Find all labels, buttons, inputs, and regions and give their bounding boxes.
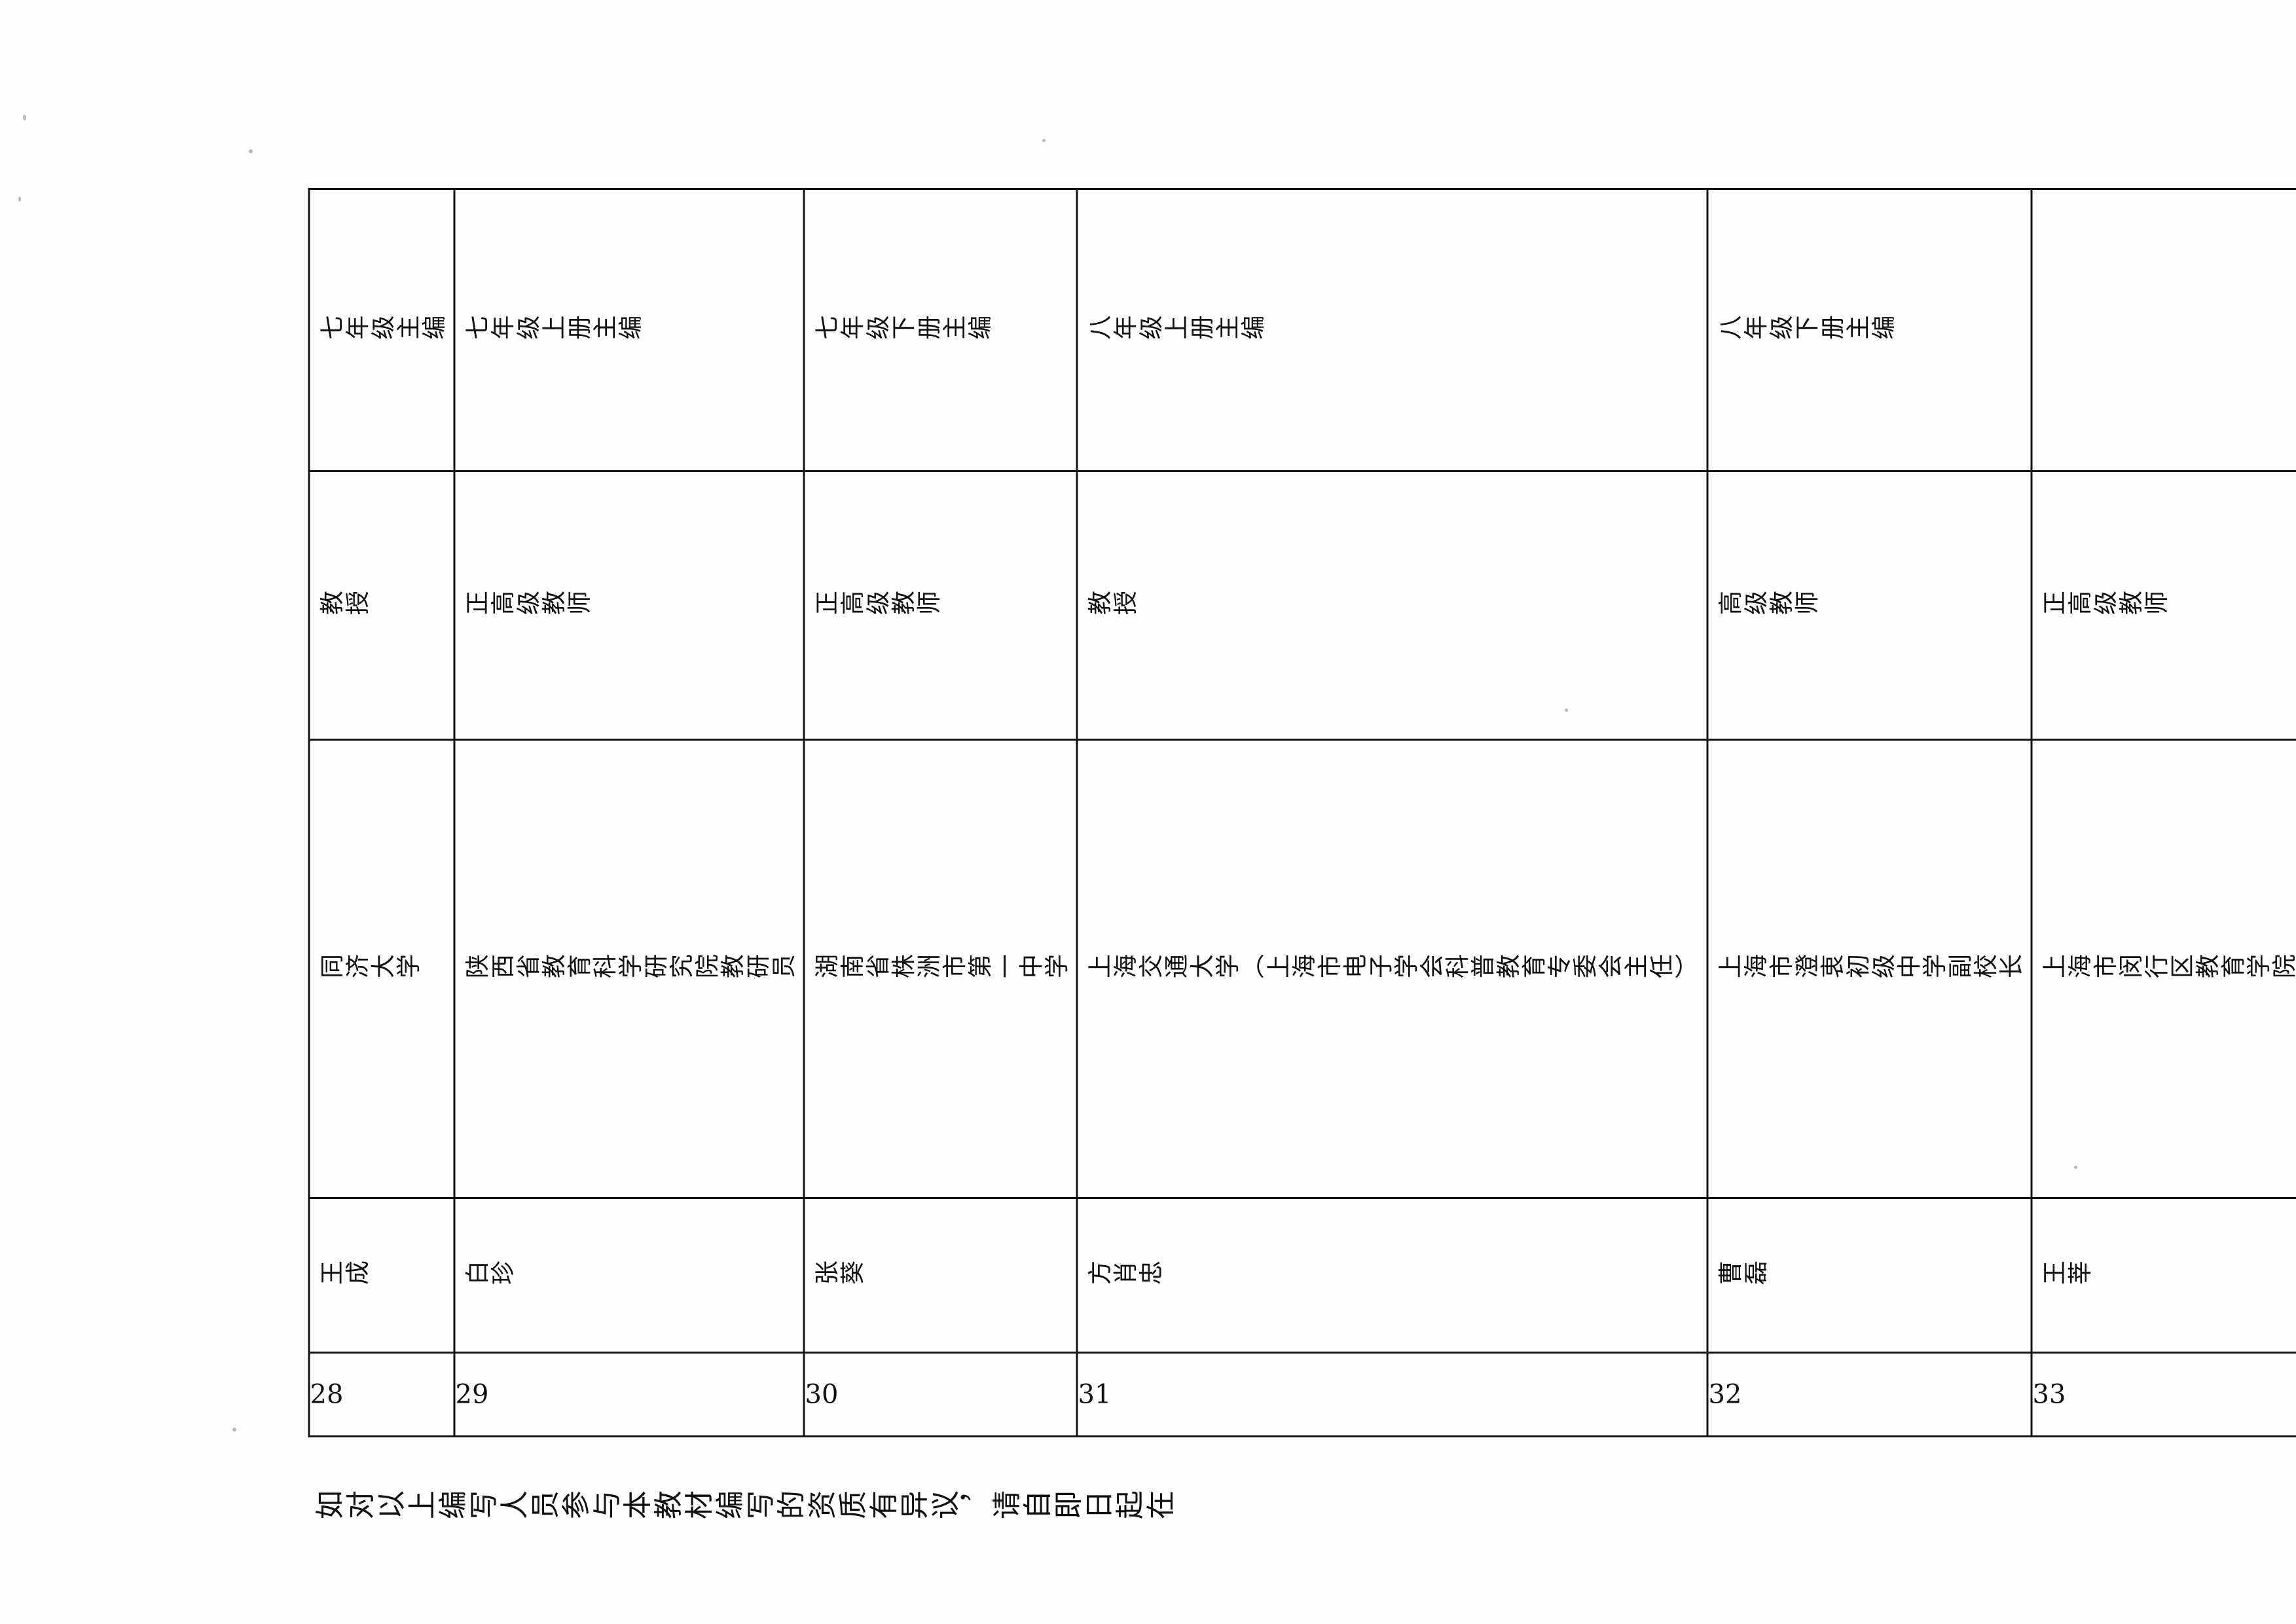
scan-speck <box>1565 709 1568 712</box>
scan-speck <box>232 1428 236 1431</box>
cell-name: 张葵 <box>803 1198 1077 1353</box>
cell-org: 陕西省教育科学研究院教研员 <box>454 739 804 1198</box>
cell-no: 30 <box>803 1352 1077 1437</box>
person-name: 王成 <box>319 1261 370 1289</box>
organization: 陕西省教育科学研究院教研员 <box>464 954 796 983</box>
person-name: 方肖忠 <box>1087 1261 1163 1289</box>
cell-name: 王莘 <box>2031 1198 2296 1353</box>
cell-org: 上海市澄衷初级中学副校长 <box>1707 739 2032 1198</box>
job-title: 正高级教师 <box>814 591 941 619</box>
scan-speck <box>249 149 253 153</box>
job-title: 教授 <box>1087 591 1138 619</box>
person-name: 王莘 <box>2041 1261 2092 1289</box>
scan-speck <box>23 115 26 120</box>
organization: 上海交通大学（上海市电子学会科普教育专委会主任） <box>1087 954 1700 983</box>
cell-org: 上海市闵行区教育学院教研员 <box>2031 739 2296 1198</box>
editor-roster-table: 28 王成 同济大学 教授 七年级主编 29 白珍 陕西省教育科学研究院教研员 … <box>308 188 2296 1437</box>
cell-no: 29 <box>454 1352 804 1437</box>
table-row: 33 王莘 上海市闵行区教育学院教研员 正高级教师 <box>2031 189 2296 1437</box>
organization: 上海市闵行区教育学院教研员 <box>2041 954 2296 983</box>
job-title: 教授 <box>319 591 370 619</box>
row-number: 28 <box>310 1379 343 1410</box>
cell-title: 正高级教师 <box>803 471 1077 740</box>
cell-role: 八年级上册主编 <box>1076 189 1707 471</box>
table-row: 28 王成 同济大学 教授 七年级主编 <box>308 189 454 1437</box>
job-title: 正高级教师 <box>464 591 592 619</box>
cell-title: 高级教师 <box>1707 471 2032 740</box>
cell-role: 七年级上册主编 <box>454 189 804 471</box>
person-name: 张葵 <box>814 1261 865 1289</box>
organization: 上海市澄衷初级中学副校长 <box>1717 954 2024 983</box>
cell-no: 33 <box>2031 1352 2296 1437</box>
table-row: 31 方肖忠 上海交通大学（上海市电子学会科普教育专委会主任） 教授 八年级上册… <box>1076 189 1707 1437</box>
cell-no: 28 <box>308 1352 454 1437</box>
cell-no: 32 <box>1707 1352 2032 1437</box>
cell-name: 白珍 <box>454 1198 804 1353</box>
cell-title: 正高级教师 <box>2031 471 2296 740</box>
footer-note-text: 如对以上编写人员参与本教材编写的资质有异议，请自即日起在 <box>314 1491 1176 1524</box>
cell-no: 31 <box>1076 1352 1707 1437</box>
footer-note: 如对以上编写人员参与本教材编写的资质有异议，请自即日起在 <box>314 1490 1624 1526</box>
table-row: 30 张葵 湖南省株洲市第一中学 正高级教师 七年级下册主编 <box>803 189 1077 1437</box>
cell-role: 七年级主编 <box>308 189 454 471</box>
editorial-role: 七年级下册主编 <box>814 315 993 344</box>
cell-org: 上海交通大学（上海市电子学会科普教育专委会主任） <box>1076 739 1707 1198</box>
row-number: 32 <box>1708 1379 1741 1410</box>
table-row: 29 白珍 陕西省教育科学研究院教研员 正高级教师 七年级上册主编 <box>454 189 804 1437</box>
row-number: 30 <box>805 1379 838 1410</box>
editorial-role: 八年级上册主编 <box>1087 315 1266 344</box>
table-body: 28 王成 同济大学 教授 七年级主编 29 白珍 陕西省教育科学研究院教研员 … <box>308 189 2296 1437</box>
editorial-role: 八年级下册主编 <box>1717 315 1896 344</box>
cell-title: 正高级教师 <box>454 471 804 740</box>
editorial-role: 七年级主编 <box>319 315 446 344</box>
cell-title: 教授 <box>1076 471 1707 740</box>
row-number: 29 <box>455 1379 488 1410</box>
editorial-role: 七年级上册主编 <box>464 315 643 344</box>
row-number: 31 <box>1078 1379 1111 1410</box>
cell-title: 教授 <box>308 471 454 740</box>
cell-org: 同济大学 <box>308 739 454 1198</box>
cell-name: 曹磊 <box>1707 1198 2032 1353</box>
job-title: 高级教师 <box>1717 591 1819 619</box>
cell-role: 八年级下册主编 <box>1707 189 2032 471</box>
scan-speck <box>2074 1166 2077 1169</box>
scan-speck <box>1042 139 1046 142</box>
job-title: 正高级教师 <box>2041 591 2169 619</box>
organization: 同济大学 <box>319 954 421 983</box>
cell-role <box>2031 189 2296 471</box>
cell-role: 七年级下册主编 <box>803 189 1077 471</box>
table-row: 32 曹磊 上海市澄衷初级中学副校长 高级教师 八年级下册主编 <box>1707 189 2032 1437</box>
scan-speck <box>18 196 21 202</box>
organization: 湖南省株洲市第一中学 <box>814 954 1069 983</box>
person-name: 曹磊 <box>1717 1261 1768 1289</box>
cell-name: 王成 <box>308 1198 454 1353</box>
row-number: 33 <box>2032 1379 2066 1410</box>
person-name: 白珍 <box>464 1261 515 1289</box>
cell-name: 方肖忠 <box>1076 1198 1707 1353</box>
cell-org: 湖南省株洲市第一中学 <box>803 739 1077 1198</box>
